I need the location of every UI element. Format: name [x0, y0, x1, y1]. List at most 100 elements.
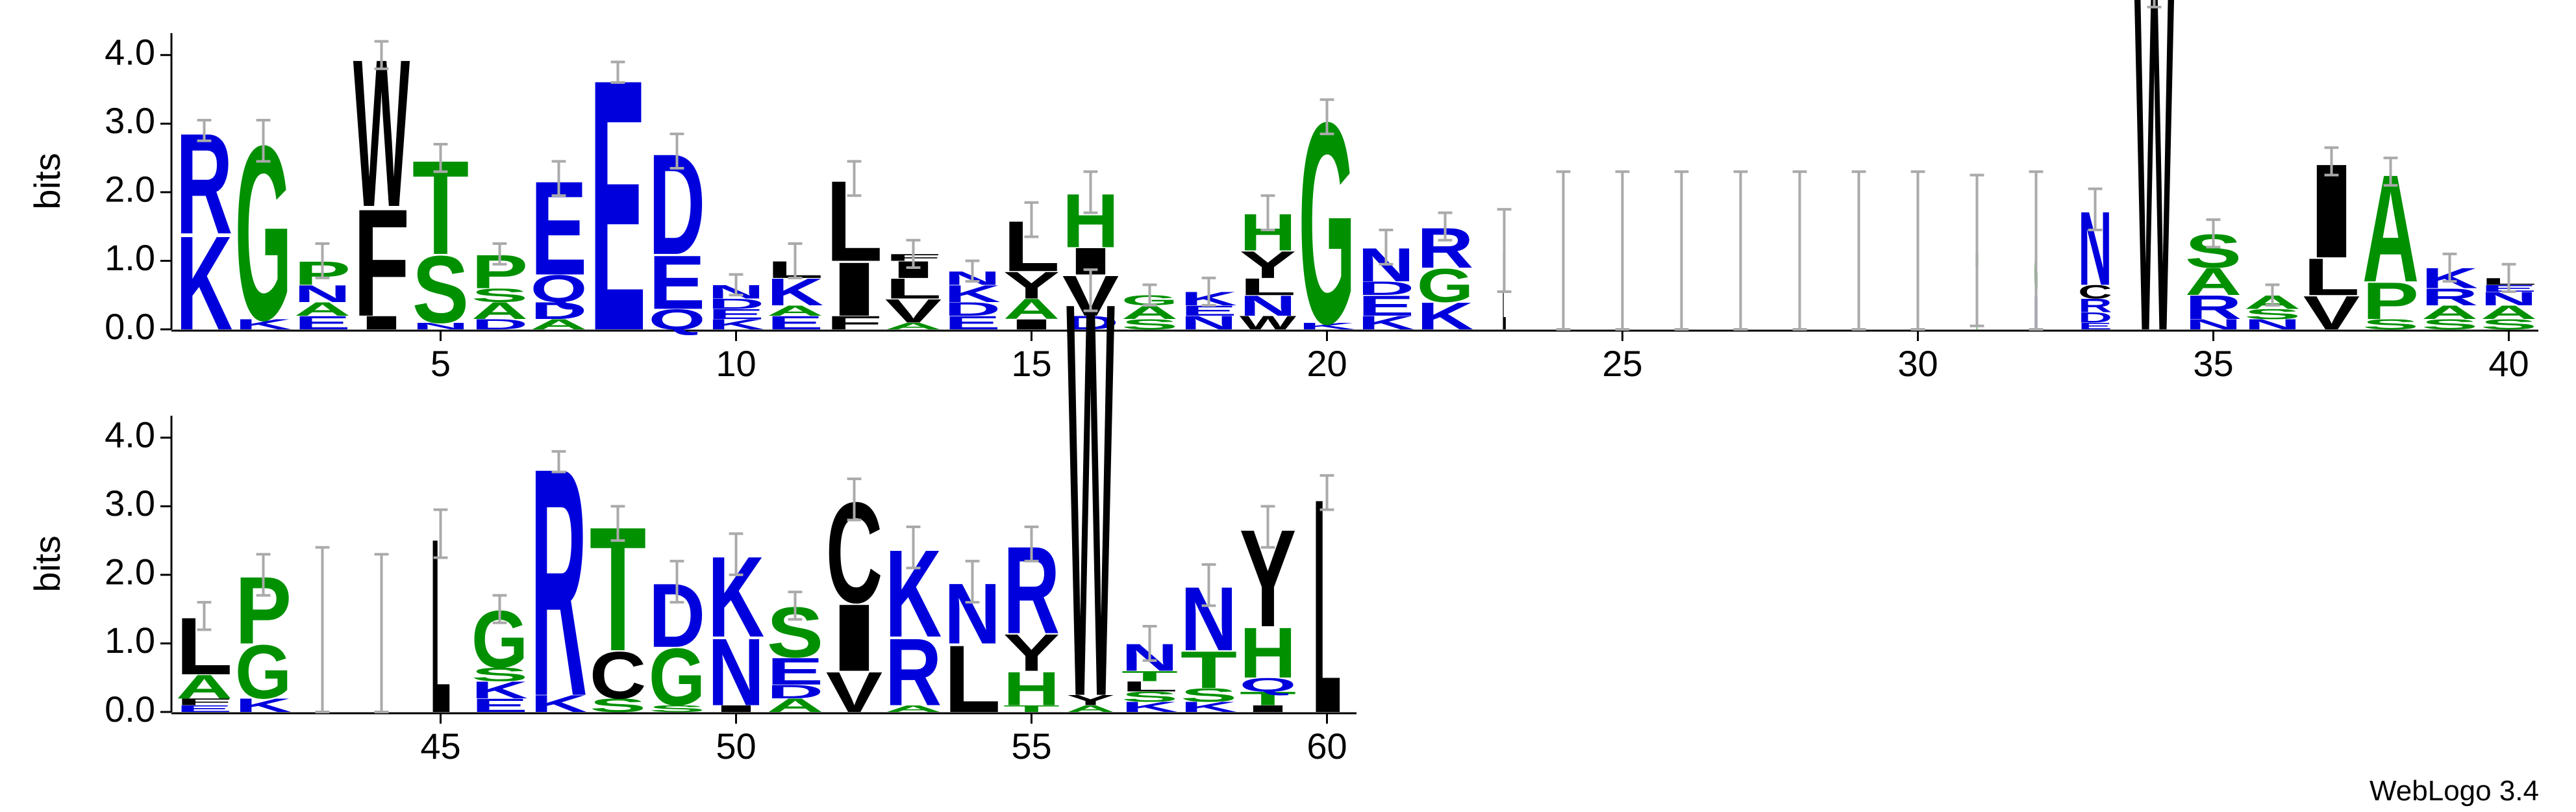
error-bar-line: [1674, 170, 1689, 331]
error-bar-line: [1851, 170, 1866, 331]
error-bar: [1083, 268, 1098, 312]
logo-letter: I: [1003, 316, 1060, 333]
logo-letter: G: [235, 629, 292, 715]
error-bar-line: [256, 553, 271, 597]
logo-letter: T: [1240, 688, 1296, 709]
error-bar-line: [2383, 157, 2398, 187]
logo-letter: A: [176, 668, 232, 705]
error-bar-line: [1970, 173, 1984, 327]
logo-letter: A: [2421, 301, 2478, 323]
error-bar: [669, 559, 684, 604]
logo-letter: R: [2421, 284, 2478, 311]
y-axis-label: bits: [27, 535, 68, 592]
error-bar: [374, 40, 389, 70]
error-bar-line: [1260, 194, 1275, 231]
y-tick-label: 4.0: [105, 32, 155, 73]
footer: WebLogo 3.4: [2370, 775, 2539, 807]
logo-letter: A: [2481, 301, 2537, 323]
y-tick-label: 0.0: [105, 306, 155, 347]
logo-letter: D: [2078, 310, 2112, 326]
logo-letter: K: [235, 316, 292, 333]
logo-letter: E: [471, 695, 528, 717]
logo-letter: E: [708, 306, 764, 322]
logo-letter: S: [1121, 316, 1178, 333]
logo-letter: R: [2185, 289, 2242, 327]
logo-letter: D: [531, 298, 587, 324]
logo-letter: E: [767, 312, 823, 334]
error-bar: [1319, 98, 1334, 136]
error-bar-line: [1024, 526, 1039, 563]
logo-letter: S: [471, 285, 528, 306]
logo-letter: K: [471, 677, 528, 704]
error-bar-line: [906, 526, 921, 570]
logo-letter: S: [412, 236, 469, 343]
error-bar: [2383, 157, 2398, 187]
logo-letter: Y: [1066, 692, 1114, 709]
logo-letter: I: [708, 704, 764, 714]
error-bar-line: [906, 238, 921, 269]
error-bar: [2029, 170, 2044, 331]
logo-letter: S: [2244, 306, 2301, 322]
logo-letter: A: [1003, 294, 1060, 325]
error-bar: [2442, 252, 2457, 283]
error-bar-line: [669, 559, 684, 604]
error-bar-line: [374, 40, 389, 70]
logo-letter: N: [412, 321, 469, 331]
logo-letter: L: [1240, 273, 1296, 300]
error-bar: [610, 60, 625, 84]
error-bar: [1851, 170, 1866, 331]
error-bar-line: [1024, 201, 1039, 238]
error-bar-line: [965, 559, 980, 604]
x-tick-label: 20: [1307, 343, 1347, 384]
error-bar-line: [729, 532, 744, 576]
error-bar: [1910, 170, 1925, 331]
error-bar-line: [1319, 474, 1334, 511]
error-bar: [669, 133, 684, 170]
error-bar: [1970, 173, 1984, 327]
logo-letter: K: [235, 694, 292, 716]
error-bar-line: [433, 508, 448, 559]
error-bar-line: [1142, 283, 1157, 307]
logo-letter: S: [649, 704, 705, 714]
logo-letter: N: [1240, 290, 1296, 322]
error-bar: [2324, 146, 2339, 177]
logo-letter: C: [590, 637, 646, 713]
error-bar-line: [610, 60, 625, 84]
x-tick-label: 40: [2488, 343, 2529, 384]
error-bar: [256, 119, 271, 163]
error-bar-line: [197, 119, 212, 142]
error-bar: [1260, 194, 1275, 231]
logo-letter: T: [1121, 668, 1178, 684]
error-bar: [729, 532, 744, 576]
logo-letter: V: [826, 660, 882, 724]
logo-letter: D: [708, 296, 764, 312]
error-bar: [847, 477, 862, 522]
error-bar-line: [1260, 505, 1275, 549]
logo-letter: T: [1003, 704, 1060, 715]
x-tick-label: 10: [716, 343, 756, 384]
error-bar: [256, 553, 271, 597]
logo-letter: Y: [1003, 624, 1060, 683]
error-bar-line: [1910, 170, 1925, 331]
error-bar-line: [2501, 262, 2516, 293]
error-bar: [847, 160, 862, 197]
logo-letter: P: [2362, 272, 2419, 331]
error-bar: [1556, 170, 1571, 331]
error-bar: [2206, 218, 2221, 249]
logo-letter: N: [2244, 316, 2301, 333]
logo-letter: K: [1181, 699, 1237, 715]
y-axis-label: bits: [27, 153, 68, 209]
error-bar-line: [788, 242, 803, 279]
error-bar: [965, 259, 980, 283]
logo-letter: L: [2303, 247, 2360, 307]
logo-letter: G: [649, 632, 705, 723]
error-bar-line: [315, 242, 330, 279]
error-bar-line: [551, 450, 566, 474]
logo-letter: S: [2421, 316, 2478, 333]
logo-letter: S: [1121, 689, 1178, 705]
logo-letter: E: [944, 312, 1001, 334]
logo-letter: Q: [531, 268, 587, 311]
logo-letter: E: [294, 312, 351, 334]
